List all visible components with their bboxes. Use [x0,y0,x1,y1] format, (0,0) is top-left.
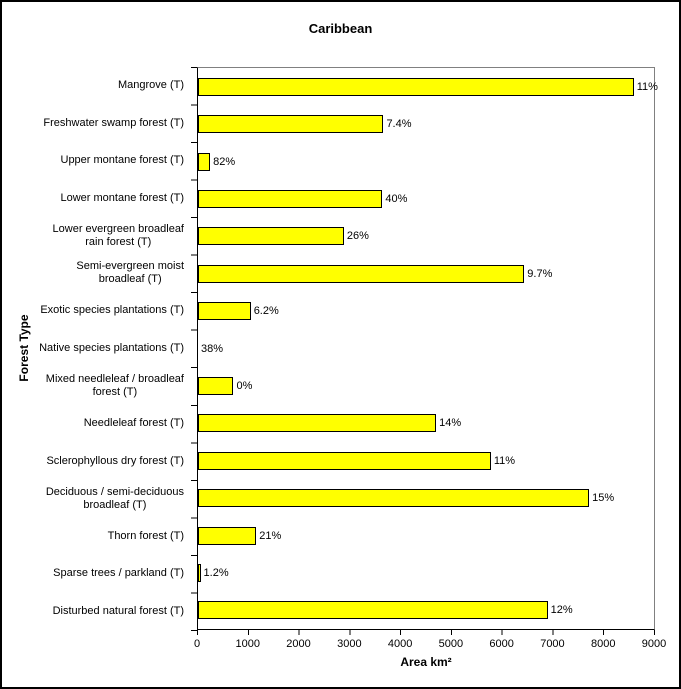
category-label-row: Native species plantations (T) [2,330,191,368]
bar [198,526,257,545]
x-tick-label: 6000 [489,638,514,650]
category-label: Freshwater swamp forest (T) [43,116,184,129]
bar-row: 26% [198,218,654,255]
bar-row: 9.7% [198,255,654,292]
category-label: Sparse trees / parkland (T) [53,567,184,580]
bar-value-label: 38% [201,342,224,355]
bar [198,115,384,134]
category-label-row: Semi-evergreen moist broadleaf (T) [2,255,191,293]
category-label: Deciduous / semi-deciduous broadleaf (T) [45,485,184,511]
bar [198,489,590,508]
x-tick-label: 7000 [540,638,565,650]
category-label-row: Deciduous / semi-deciduous broadleaf (T) [2,480,191,518]
x-tick-label: 9000 [641,638,667,650]
category-label: Mixed needleleaf / broadleaf forest (T) [45,373,184,399]
category-label-row: Needleleaf forest (T) [2,405,191,443]
bar-value-label: 40% [385,192,408,205]
bar-row: 15% [198,479,654,516]
category-label-row: Mangrove (T) [2,67,191,105]
category-label-row: Freshwater swamp forest (T) [2,105,191,143]
x-tick-label: 3000 [337,638,362,650]
bar-row: 82% [198,143,654,180]
bar [198,414,437,433]
category-label: Exotic species plantations (T) [40,304,184,317]
category-label-row: Upper montane forest (T) [2,142,191,180]
bar-value-label: 26% [346,230,369,243]
bar [198,152,211,171]
x-tick-label: 8000 [590,638,616,650]
bar [198,189,383,208]
bar-value-label: 11% [493,454,516,467]
bar-row: 0% [198,367,654,404]
category-label: Lower evergreen broadleaf rain forest (T… [52,222,184,248]
bar-value-label: 9.7% [527,267,553,280]
x-tick-label: 2000 [286,638,311,650]
category-label-row: Lower montane forest (T) [2,180,191,218]
bar-row: 1.2% [198,554,654,591]
bar-value-label: 15% [592,492,615,505]
bar [198,451,491,470]
category-label-row: Mixed needleleaf / broadleaf forest (T) [2,367,191,405]
y-axis-ticks [191,67,197,631]
bar-row: 12% [198,592,654,629]
category-labels: Mangrove (T) Freshwater swamp forest (T) U… [2,67,191,630]
category-label: Mangrove (T) [117,79,184,92]
bar [198,227,344,246]
x-axis-title: Area km² [400,655,452,669]
bar [198,302,251,321]
x-tick-labels: 0 1000 2000 3000 4000 5000 6000 7000 8000 9000 [193,638,666,652]
bar [198,77,634,96]
category-label-row: Disturbed natural forest (T) [2,592,191,630]
x-tick-label: 5000 [438,638,464,650]
bar-value-label: 6.2% [253,305,279,318]
bar-row: 40% [198,180,654,217]
x-axis-ticks [197,630,655,635]
bar-row: 7.4% [198,105,654,142]
bar [198,264,525,283]
bar-value-label: 14% [439,417,462,430]
bar-value-label: 11% [636,80,658,93]
category-label: Thorn forest (T) [107,529,184,542]
plot-area: 11% 7.4% 82% 40% 26% 9.7% 6.2% 38% 0% 14% 11% 15% 21… [197,67,658,630]
category-label-row: Thorn forest (T) [2,517,191,555]
category-label: Upper montane forest (T) [60,154,185,167]
bar-row: 11% [198,68,658,105]
category-label-row: Lower evergreen broadleaf rain forest (T… [2,217,191,255]
category-label: Disturbed natural forest (T) [52,604,184,617]
category-label: Lower montane forest (T) [60,191,185,204]
bar-row: 21% [198,517,654,554]
bar [198,376,234,395]
category-label: Sclerophyllous dry forest (T) [46,454,184,467]
bar-value-label: 82% [213,155,236,168]
bar-value-label: 1.2% [203,566,229,579]
x-tick-label: 4000 [387,638,413,650]
bar-value-label: 12% [550,604,573,617]
x-tick-label: 1000 [235,638,261,650]
bar-value-label: 0% [236,379,253,392]
category-label: Semi-evergreen moist broadleaf (T) [76,260,184,286]
category-label-row: Sclerophyllous dry forest (T) [2,442,191,480]
bar-row: 38% [198,330,654,367]
bar-row: 14% [198,405,654,442]
category-label: Needleleaf forest (T) [83,417,184,430]
category-label-row: Exotic species plantations (T) [2,292,191,330]
bar-value-label: 21% [259,529,282,542]
x-tick-label: 0 [193,638,201,650]
category-label-row: Sparse trees / parkland (T) [2,555,191,593]
bar-row: 6.2% [198,292,654,329]
bar-row: 11% [198,442,654,479]
bar [198,601,548,620]
bar-value-label: 7.4% [386,118,412,131]
bar [198,563,201,582]
chart-title: Caribbean [308,21,373,36]
category-label: Native species plantations (T) [39,341,184,354]
